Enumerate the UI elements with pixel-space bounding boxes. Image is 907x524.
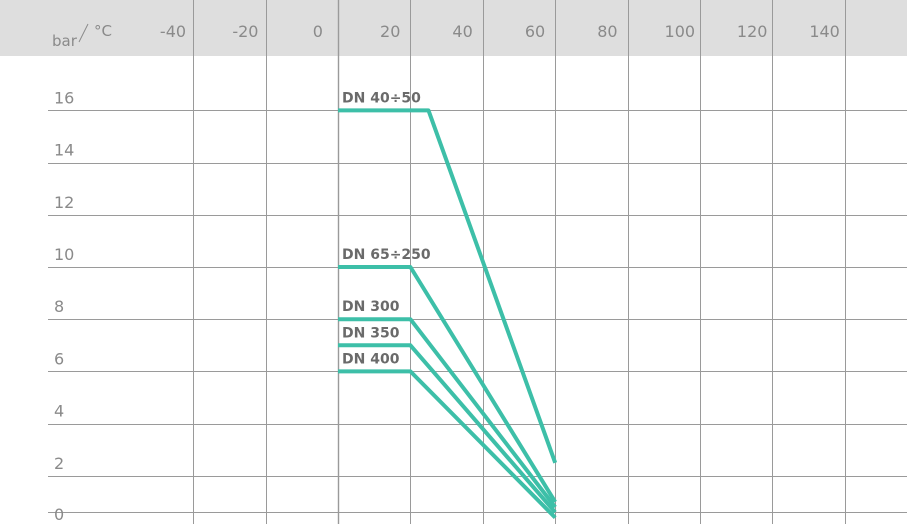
y-tick-label: 6: [54, 349, 64, 368]
x-tick-label: 140: [809, 22, 840, 41]
unit-label-group: bar °C: [52, 22, 112, 50]
x-tick-label: -40: [160, 22, 186, 41]
x-tick-label: 60: [525, 22, 545, 41]
x-tick-label: 100: [665, 22, 696, 41]
x-tick-label: 20: [380, 22, 400, 41]
grid-layer: [48, 0, 907, 524]
unit-divider: [78, 23, 89, 43]
y-tick-label: 8: [54, 297, 64, 316]
y-tick-label: 16: [54, 88, 74, 107]
series-layer: DN 40÷50 DN 65÷250 DN 300 DN 350 DN 400: [338, 90, 558, 520]
x-tick-label: 40: [452, 22, 472, 41]
series-line: [338, 317, 557, 509]
series-line: [338, 369, 557, 520]
header-band: [0, 0, 907, 56]
y-unit-label: bar: [52, 32, 78, 50]
y-tick-label: 10: [54, 245, 74, 264]
x-tick-label: 80: [597, 22, 617, 41]
series-label: DN 350: [342, 325, 400, 341]
x-tick-label: 120: [737, 22, 768, 41]
series-label: DN 400: [342, 351, 400, 367]
y-tick-label: 2: [54, 454, 64, 473]
series-line: [338, 265, 557, 503]
y-tick-label: 12: [54, 193, 74, 212]
series-line: [338, 108, 558, 464]
series-label: DN 40÷50: [342, 90, 421, 106]
series-label: DN 300: [342, 299, 400, 315]
y-tick-label: 0: [54, 505, 64, 524]
series-line: [338, 343, 557, 514]
x-tick-label: 0: [313, 22, 323, 41]
x-tick-label: -20: [232, 22, 258, 41]
series-label: DN 65÷250: [342, 247, 431, 263]
y-tick-label: 14: [54, 141, 74, 160]
y-tick-label: 4: [54, 402, 64, 421]
x-unit-label: °C: [94, 22, 112, 40]
